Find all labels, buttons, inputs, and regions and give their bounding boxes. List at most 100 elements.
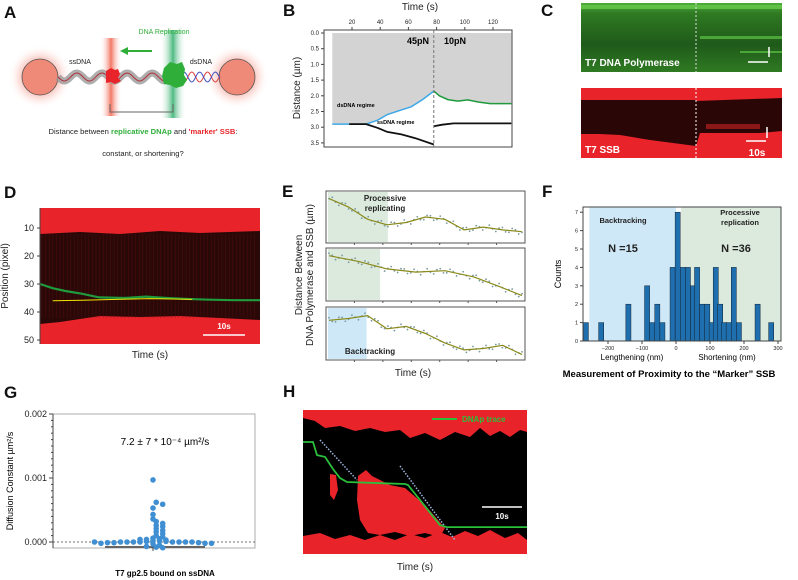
f-ytick-label: 4 <box>575 265 578 271</box>
h-dnap-trace <box>303 441 527 528</box>
replication-label: DNA Replication <box>139 29 190 36</box>
e-data-point <box>406 328 409 331</box>
e-data-point <box>472 229 474 232</box>
e-data-point <box>494 343 497 346</box>
dnap-track <box>581 5 782 9</box>
e-data-point <box>380 219 383 222</box>
e-data-point <box>458 229 461 231</box>
panel-h-kymograph: DNAp trace 10s Time (s) <box>303 410 527 573</box>
e-data-point <box>354 208 357 210</box>
panel-b-frame <box>323 29 513 148</box>
e-data-point <box>511 288 514 290</box>
c-ssb-label: T7 SSB <box>585 145 620 156</box>
e-data-point <box>475 224 478 227</box>
e-data-point <box>504 231 507 233</box>
f-histogram-bar <box>699 303 705 342</box>
e-data-point <box>347 261 350 264</box>
g-xlabel: T7 gp2.5 bound on ssDNA <box>115 569 215 578</box>
e-data-point <box>409 271 412 274</box>
e-data-point <box>436 218 438 221</box>
b-xlabel: Time (s) <box>402 2 438 13</box>
g-data-point <box>169 539 176 545</box>
b-xtick-label: 80 <box>433 20 440 26</box>
f-region-label: Processive <box>720 208 760 217</box>
e-data-point <box>390 265 393 268</box>
e-data-point <box>429 337 432 340</box>
f-xtick-label: −200 <box>602 346 614 352</box>
d-ytick-label: 10 <box>24 223 34 233</box>
e-data-point <box>393 270 396 272</box>
e-data-point <box>465 226 468 229</box>
panel-label-d: D <box>4 183 16 202</box>
e-data-point <box>501 346 504 349</box>
e-data-point <box>491 285 494 288</box>
f-ytick-label: 3 <box>575 284 578 290</box>
f-xlabel-left: Lengthening (nm) <box>601 353 664 362</box>
e-data-point <box>383 270 386 272</box>
g-data-point <box>98 540 104 547</box>
caption-dnap: replicative DNAp <box>111 127 172 136</box>
e-data-point <box>462 226 465 229</box>
g-data-point <box>91 539 98 545</box>
e-data-point <box>488 347 491 350</box>
e-panel-label: replicating <box>365 204 406 213</box>
e-data-point <box>429 214 432 217</box>
e-data-point <box>485 278 487 281</box>
e-data-point <box>508 231 510 234</box>
panel-e-traces: Time (s) Distance Between DNA Polymerase… <box>294 190 526 379</box>
f-xtick-label: 300 <box>773 346 782 352</box>
e-data-point <box>396 271 399 274</box>
b-xtick-label: 120 <box>488 20 499 26</box>
e-data-point <box>462 270 465 273</box>
caption-ssb: 'marker' SSB <box>189 127 236 136</box>
f-histogram-bar <box>625 303 632 342</box>
e-data-point <box>488 224 491 227</box>
g-data-point <box>159 527 166 534</box>
b-ytick-label: 2.0 <box>311 94 320 100</box>
b-ytick-label: 1.5 <box>311 78 320 84</box>
e-fit-curve <box>328 315 523 356</box>
caption-end: : <box>235 127 237 136</box>
e-data-point <box>367 261 370 264</box>
h-xlabel: Time (s) <box>397 562 433 573</box>
g-ytick-label: 0.000 <box>24 537 47 547</box>
e-data-point <box>383 224 386 227</box>
e-data-point <box>514 293 517 296</box>
g-data-point <box>150 516 156 522</box>
e-data-point <box>357 262 360 264</box>
panel-b-chart: Time (s) Distance (µm) 45pN 10pN dsDNA r… <box>292 2 513 148</box>
e-data-point <box>442 344 445 346</box>
e-data-point <box>341 254 343 257</box>
e-data-point <box>337 204 340 207</box>
e-data-point <box>436 268 438 271</box>
e-data-point <box>419 273 422 276</box>
e-data-point <box>436 335 438 338</box>
ssdna-dark-region <box>581 98 782 146</box>
b-series-line <box>433 122 512 128</box>
e-fit-curve <box>328 255 523 297</box>
dsdna-strand-red <box>179 71 221 83</box>
f-histogram-bar <box>725 322 732 342</box>
d-ylabel: Position (pixel) <box>0 243 11 309</box>
f-ytick-label: 5 <box>575 247 578 253</box>
e-data-point <box>426 267 429 270</box>
e-data-point <box>521 292 523 295</box>
e-data-point <box>439 267 442 270</box>
f-histogram-bar <box>649 322 656 342</box>
e-data-point <box>350 314 353 317</box>
b-ytick-label: 0.0 <box>311 31 320 37</box>
g-data-point <box>150 505 156 511</box>
panel-a-diagram: DNA Replication ssDNA dsDNA Distance bet… <box>8 29 269 158</box>
e-data-point <box>511 227 514 230</box>
b-ytick-label: 2.5 <box>311 110 320 116</box>
g-data-point <box>153 499 159 506</box>
e-data-point <box>517 233 520 235</box>
panel-a-caption: Distance between replicative DNAp and 'm… <box>49 127 238 136</box>
g-ylabel: Diffusion Constant µm²/s <box>5 431 15 530</box>
ssdna-label: ssDNA <box>69 59 91 66</box>
b-ytick-label: 3.5 <box>311 141 320 147</box>
g-data-point <box>159 520 166 527</box>
caption-mid: and <box>172 127 189 136</box>
f-xtick-label: 200 <box>739 346 748 352</box>
ssb-protein <box>106 68 121 84</box>
